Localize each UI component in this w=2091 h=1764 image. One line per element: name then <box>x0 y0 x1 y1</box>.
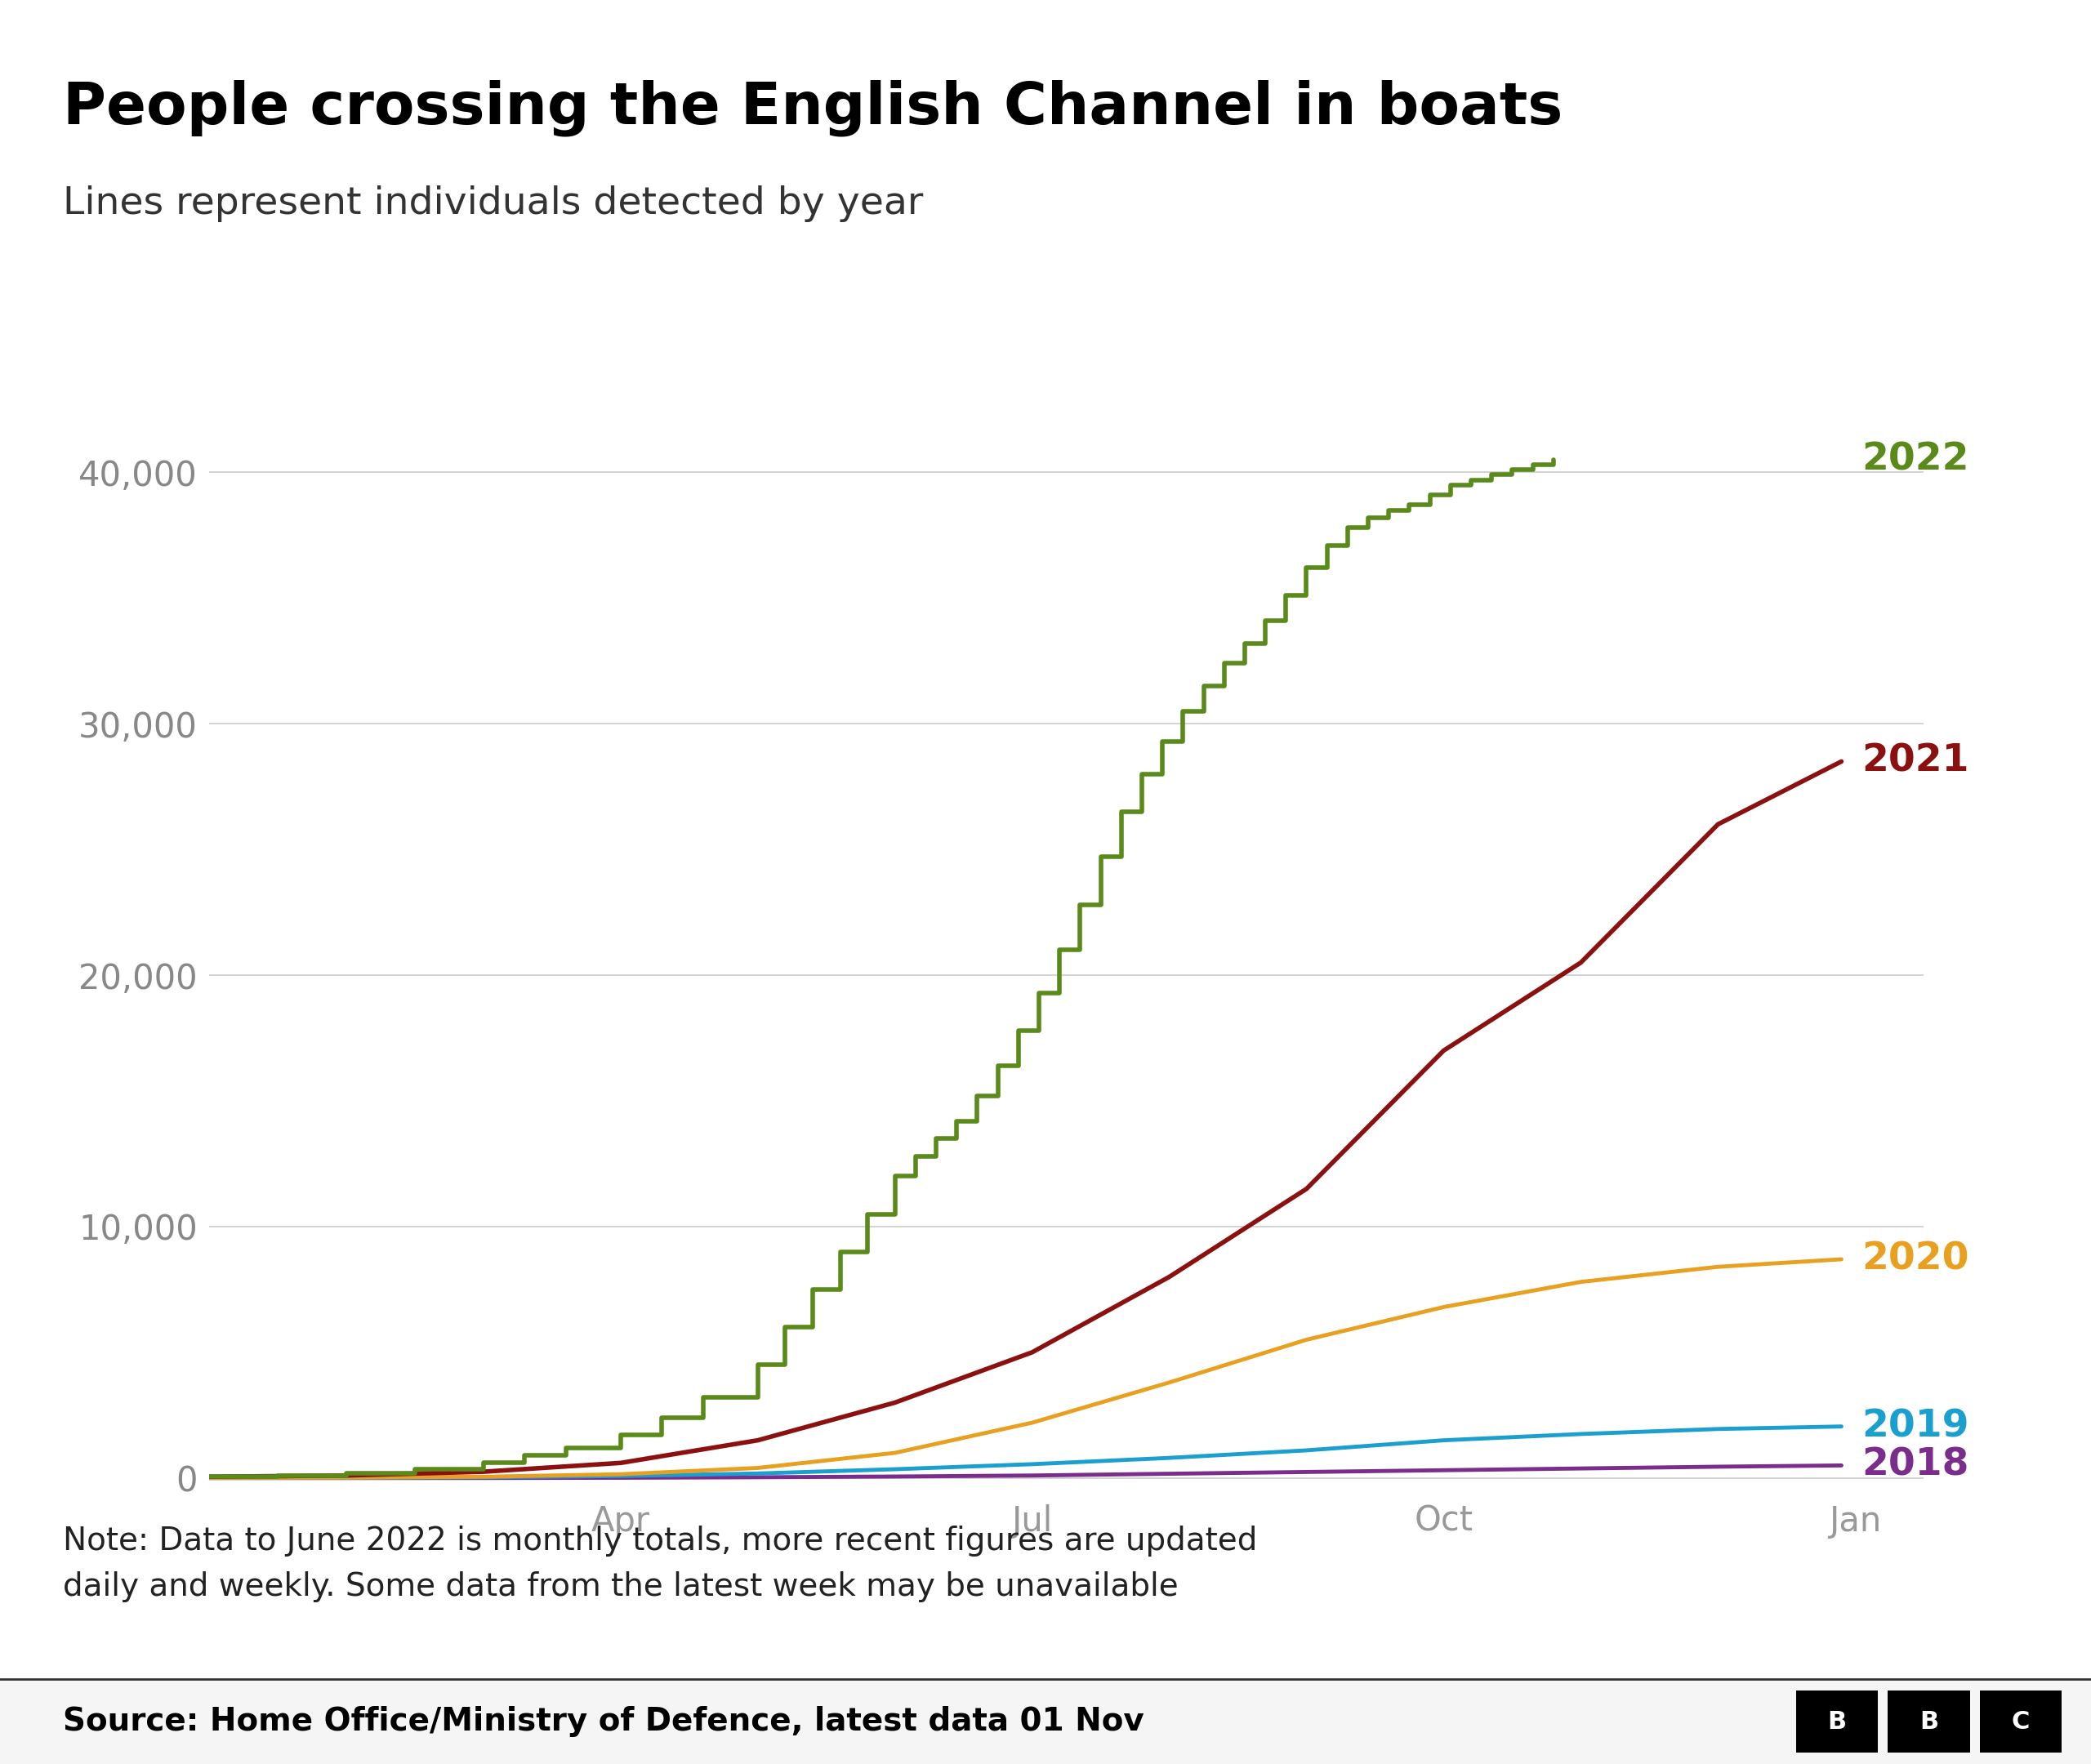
Text: 2018: 2018 <box>1861 1446 1970 1484</box>
Text: B: B <box>1920 1709 1938 1734</box>
Text: B: B <box>1828 1709 1846 1734</box>
Text: C: C <box>2012 1709 2030 1734</box>
Text: People crossing the English Channel in boats: People crossing the English Channel in b… <box>63 79 1562 136</box>
Text: Note: Data to June 2022 is monthly totals, more recent figures are updated
daily: Note: Data to June 2022 is monthly total… <box>63 1526 1257 1603</box>
Text: 2019: 2019 <box>1861 1408 1970 1445</box>
Text: 2021: 2021 <box>1861 743 1970 780</box>
Text: Source: Home Office/Ministry of Defence, latest data 01 Nov: Source: Home Office/Ministry of Defence,… <box>63 1706 1144 1738</box>
Bar <box>1980 1690 2062 1753</box>
Text: Lines represent individuals detected by year: Lines represent individuals detected by … <box>63 185 922 222</box>
Bar <box>1796 1690 1878 1753</box>
Text: 2020: 2020 <box>1861 1240 1970 1277</box>
Text: 2022: 2022 <box>1861 441 1970 478</box>
Bar <box>1888 1690 1970 1753</box>
